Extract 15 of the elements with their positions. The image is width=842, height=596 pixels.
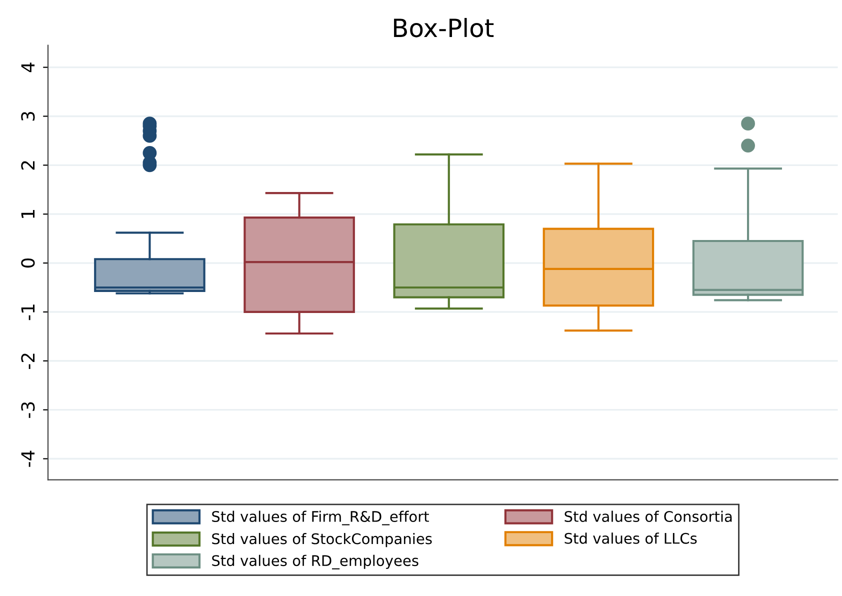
legend-label: Std values of Consortia — [564, 510, 732, 522]
y-tick-label: 0 — [21, 258, 35, 268]
legend-label: Std values of RD_employees — [212, 554, 418, 570]
y-tick-label: -2 — [21, 354, 35, 369]
y-tick-label: 3 — [21, 112, 35, 121]
y-tick-label: -3 — [21, 402, 35, 418]
legend-label: Std values of Firm_R&D_effort — [212, 510, 429, 526]
legend-label: Std values of StockCompanies — [212, 532, 432, 548]
y-tick-label: 1 — [21, 210, 35, 218]
y-tick-label: 4 — [21, 62, 35, 72]
y-tick-label: -4 — [21, 450, 35, 467]
legend-label: Std values of LLCs — [564, 532, 697, 544]
y-tick-label: 2 — [21, 161, 35, 170]
chart-title: Box-Plot — [394, 18, 494, 38]
y-tick-label: -1 — [21, 304, 35, 320]
